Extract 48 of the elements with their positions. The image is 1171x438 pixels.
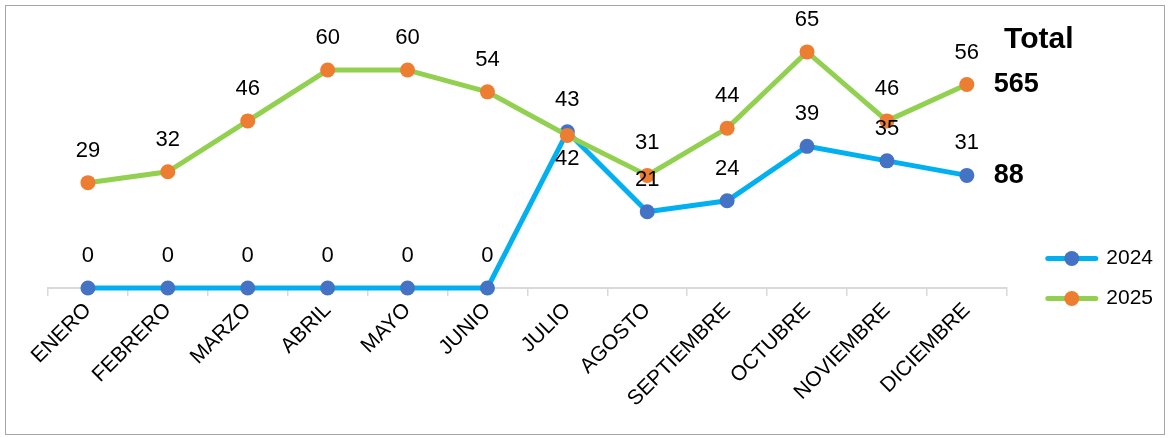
point xyxy=(959,167,975,183)
data-label: 0 xyxy=(161,242,174,268)
annotation: Total xyxy=(1004,21,1074,55)
legend-label: 2024 xyxy=(1106,245,1154,269)
data-label: 56 xyxy=(954,38,980,64)
point xyxy=(799,138,815,154)
data-label: 44 xyxy=(714,82,740,108)
point xyxy=(80,175,96,191)
data-label: 32 xyxy=(155,125,181,151)
point xyxy=(320,280,336,296)
data-label: 39 xyxy=(794,100,820,126)
data-label: 24 xyxy=(714,154,740,180)
point xyxy=(719,193,735,209)
point xyxy=(879,153,895,169)
data-label: 0 xyxy=(401,242,414,268)
point xyxy=(959,77,975,93)
point xyxy=(240,113,256,129)
data-label: 0 xyxy=(481,242,494,268)
data-label: 54 xyxy=(475,45,500,71)
point xyxy=(799,44,815,60)
point xyxy=(479,84,495,100)
point xyxy=(320,62,336,78)
data-label: 65 xyxy=(794,5,820,31)
data-label: 31 xyxy=(954,129,980,155)
data-label: 60 xyxy=(395,24,420,50)
data-label: 31 xyxy=(635,129,660,155)
point xyxy=(160,280,176,296)
data-label: 0 xyxy=(321,242,334,268)
point xyxy=(719,120,735,136)
data-label: 0 xyxy=(241,242,254,268)
point xyxy=(80,280,96,296)
point xyxy=(400,280,416,296)
data-label: 0 xyxy=(81,242,95,268)
annotation: 565 xyxy=(993,68,1039,99)
data-label: 29 xyxy=(75,136,101,162)
data-label: 46 xyxy=(235,74,260,100)
point xyxy=(400,62,416,78)
data-label: 35 xyxy=(874,114,900,140)
data-label: 42 xyxy=(555,145,580,171)
data-label: 46 xyxy=(874,74,900,100)
point xyxy=(479,280,495,296)
data-label: 43 xyxy=(555,85,580,111)
point xyxy=(240,280,256,296)
data-label: 60 xyxy=(315,24,340,50)
point xyxy=(639,204,655,220)
legend-label: 2025 xyxy=(1106,285,1153,309)
annotation: 88 xyxy=(993,158,1024,189)
point xyxy=(160,164,176,180)
